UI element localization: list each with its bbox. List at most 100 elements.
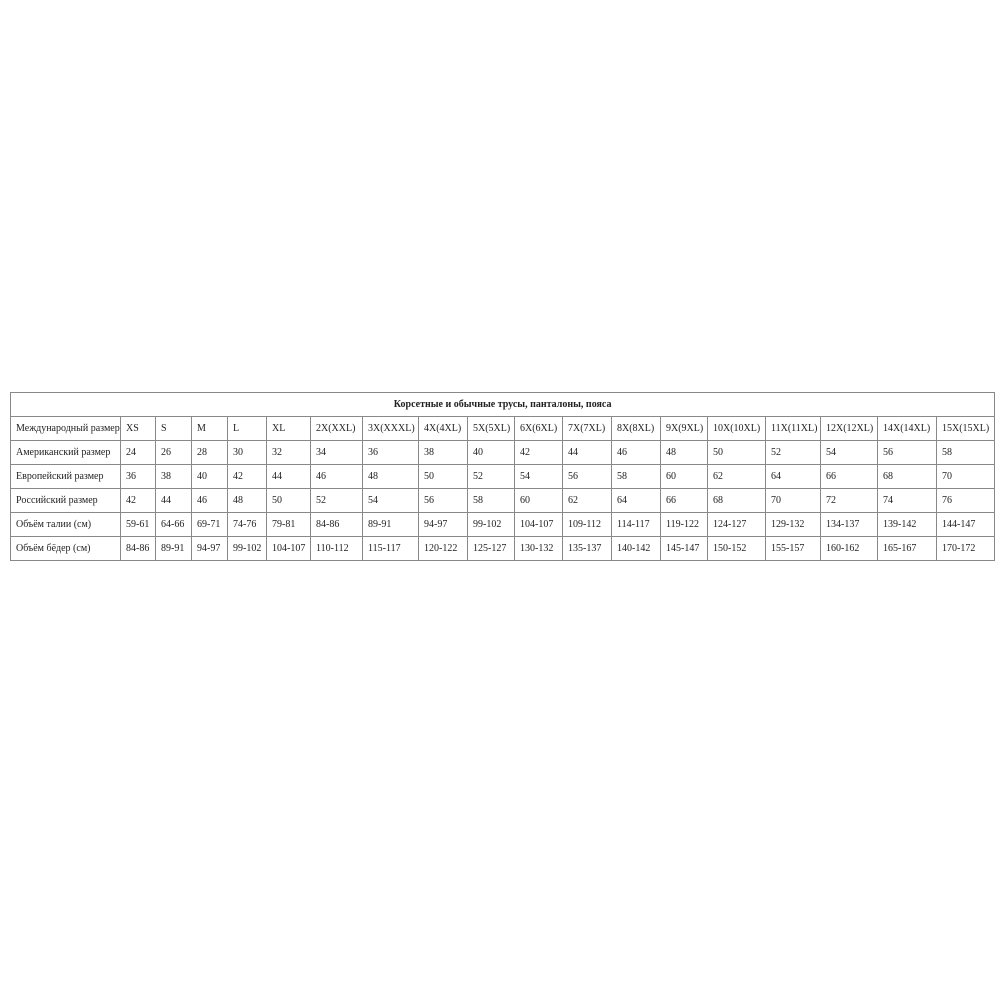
table-cell: 44 [266, 464, 311, 489]
table-cell: 170-172 [935, 536, 996, 561]
table-cell: 74 [877, 488, 937, 513]
table-cell: 38 [418, 440, 468, 465]
table-cell: 66 [820, 464, 878, 489]
table-cell: 68 [877, 464, 937, 489]
table-cell: 42 [514, 440, 563, 465]
table-cell: XS [120, 416, 156, 441]
table-cell: 68 [707, 488, 766, 513]
table-cell: 130-132 [514, 536, 563, 561]
table-cell: 50 [707, 440, 766, 465]
table-cell: 28 [191, 440, 228, 465]
table-row: Европейский размер 36 38 40 42 44 46 48 50 52 54 56… [10, 464, 996, 489]
table-cell: 54 [362, 488, 419, 513]
table-cell: 70 [765, 488, 821, 513]
table-cell: 99-102 [467, 512, 515, 537]
table-cell: 165-167 [877, 536, 937, 561]
table-cell: 6X(6XL) [514, 416, 563, 441]
table-cell: 4X(4XL) [418, 416, 468, 441]
table-cell: 8X(8XL) [611, 416, 661, 441]
table-cell: 60 [660, 464, 708, 489]
table-cell: 24 [120, 440, 156, 465]
table-cell: 15X(15XL) [935, 416, 996, 441]
row-label: Объём талии (см) [10, 512, 121, 537]
table-cell: 155-157 [765, 536, 821, 561]
table-cell: 120-122 [418, 536, 468, 561]
table-cell: 44 [155, 488, 192, 513]
table-cell: 64-66 [155, 512, 192, 537]
table-cell: 74-76 [227, 512, 267, 537]
size-table: Корсетные и обычные трусы, панталоны, по… [9, 392, 996, 561]
table-cell: 99-102 [227, 536, 267, 561]
table-cell: 124-127 [707, 512, 766, 537]
table-cell: 44 [562, 440, 612, 465]
table-cell: 69-71 [191, 512, 228, 537]
table-cell: 104-107 [266, 536, 311, 561]
table-cell: 10X(10XL) [707, 416, 766, 441]
table-cell: 52 [467, 464, 515, 489]
table-cell: 54 [514, 464, 563, 489]
table-cell: 89-91 [155, 536, 192, 561]
table-cell: 42 [227, 464, 267, 489]
table-cell: 54 [820, 440, 878, 465]
table-cell: 84-86 [310, 512, 363, 537]
table-cell: 48 [660, 440, 708, 465]
table-cell: 52 [310, 488, 363, 513]
table-cell: 150-152 [707, 536, 766, 561]
table-cell: 38 [155, 464, 192, 489]
table-row: Объём бёдер (см) 84-86 89-91 94-97 99-102 104… [10, 536, 996, 561]
table-cell: 62 [562, 488, 612, 513]
table-cell: 64 [611, 488, 661, 513]
table-cell: 62 [707, 464, 766, 489]
table-cell: 70 [935, 464, 996, 489]
table-cell: 2X(XXL) [310, 416, 363, 441]
row-label: Международный размер [10, 416, 121, 441]
table-cell: 139-142 [877, 512, 937, 537]
table-cell: 56 [562, 464, 612, 489]
table-cell: 119-122 [660, 512, 708, 537]
table-cell: 60 [514, 488, 563, 513]
table-cell: 104-107 [514, 512, 563, 537]
table-cell: 114-117 [611, 512, 661, 537]
table-cell: S [155, 416, 192, 441]
table-cell: XL [266, 416, 311, 441]
table-row: Объём талии (см) 59-61 64-66 69-71 74-76 79-8… [10, 512, 996, 537]
table-cell: 48 [362, 464, 419, 489]
table-cell: 76 [935, 488, 996, 513]
row-label: Российский размер [10, 488, 121, 513]
table-cell: 52 [765, 440, 821, 465]
table-cell: 84-86 [120, 536, 156, 561]
title-row: Корсетные и обычные трусы, панталоны, по… [9, 392, 996, 417]
table-cell: 32 [266, 440, 311, 465]
table-cell: 58 [467, 488, 515, 513]
table-cell: 46 [310, 464, 363, 489]
table-cell: 72 [820, 488, 878, 513]
table-cell: 5X(5XL) [467, 416, 515, 441]
table-cell: 64 [765, 464, 821, 489]
table-cell: 140-142 [611, 536, 661, 561]
row-label: Американский размер [10, 440, 121, 465]
table-cell: 109-112 [562, 512, 612, 537]
row-label: Европейский размер [10, 464, 121, 489]
table-cell: 135-137 [562, 536, 612, 561]
table-cell: 42 [120, 488, 156, 513]
table-cell: 160-162 [820, 536, 878, 561]
table-cell: 59-61 [120, 512, 156, 537]
table-cell: 125-127 [467, 536, 515, 561]
table-cell: 36 [120, 464, 156, 489]
table-cell: M [191, 416, 228, 441]
table-cell: 3X(XXXL) [362, 416, 419, 441]
table-cell: 36 [362, 440, 419, 465]
table-cell: 56 [877, 440, 937, 465]
table-cell: 40 [191, 464, 228, 489]
table-cell: 11X(11XL) [765, 416, 821, 441]
row-label: Объём бёдер (см) [10, 536, 121, 561]
table-cell: 144-147 [935, 512, 996, 537]
table-cell: 66 [660, 488, 708, 513]
table-cell: 115-117 [362, 536, 419, 561]
table-cell: 34 [310, 440, 363, 465]
table-cell: 30 [227, 440, 267, 465]
table-cell: 48 [227, 488, 267, 513]
table-cell: 50 [418, 464, 468, 489]
table-cell: 40 [467, 440, 515, 465]
table-cell: 94-97 [191, 536, 228, 561]
